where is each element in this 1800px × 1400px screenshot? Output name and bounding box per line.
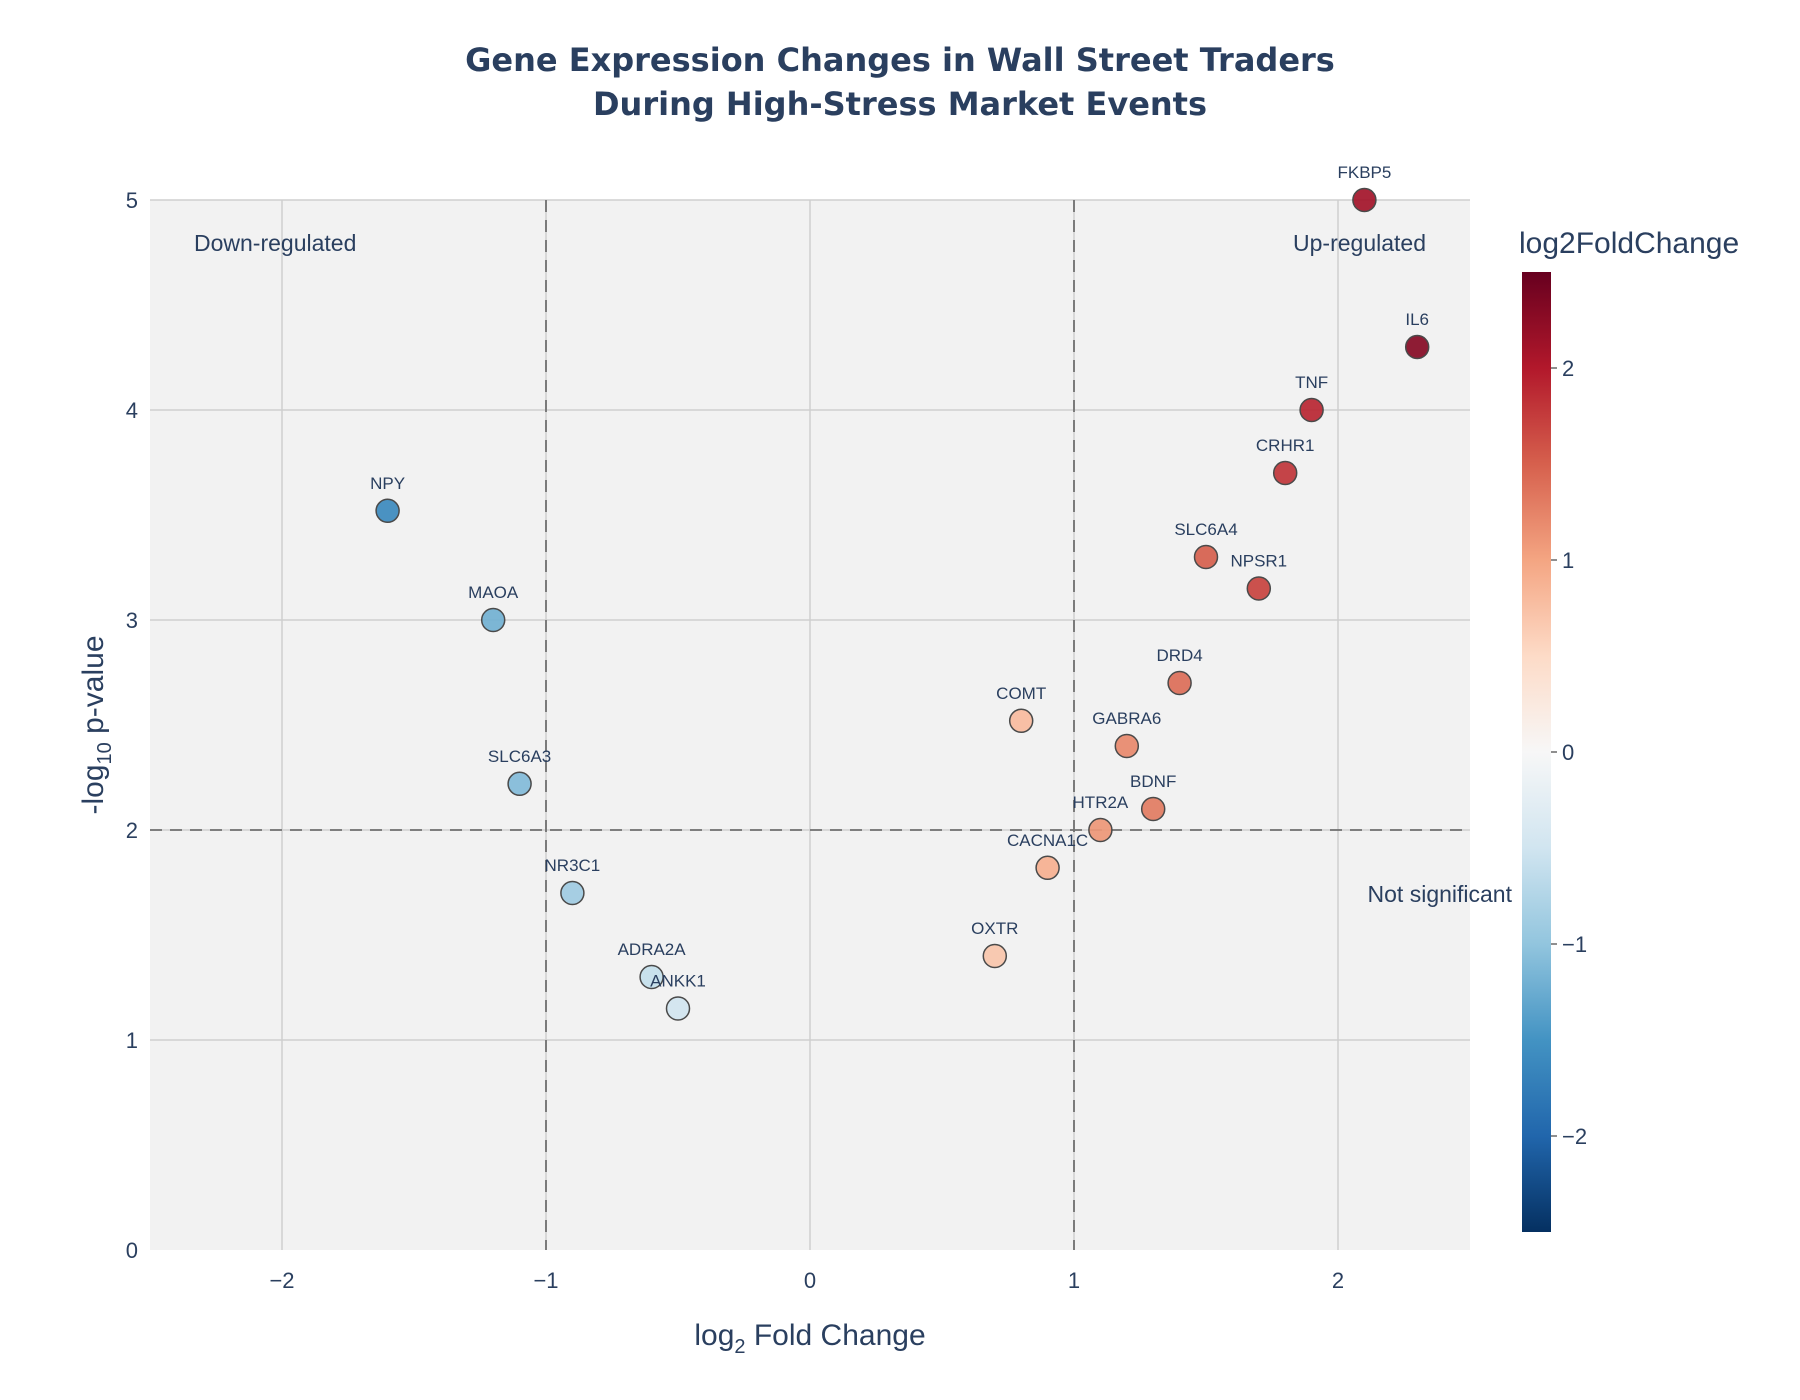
- colorbar-tick-label: −2: [1562, 1124, 1587, 1149]
- x-axis-ticks: −2 −1 0 1 2: [269, 1268, 1344, 1293]
- point-label-cacna1c: CACNA1C: [1007, 831, 1088, 850]
- data-point-maoa: [480, 607, 506, 633]
- y-axis-title: -log10 p-value: [77, 635, 116, 814]
- data-point-oxtr: [982, 943, 1008, 969]
- y-axis-ticks: 0 1 2 3 4 5: [126, 188, 138, 1263]
- y-tick-label: 5: [126, 188, 138, 213]
- colorbar-tick-label: 0: [1562, 740, 1574, 765]
- data-point-npy: [375, 498, 400, 524]
- data-point-npsr1: [1246, 576, 1272, 601]
- y-tick-label: 4: [126, 398, 138, 423]
- chart-title-line-1: Gene Expression Changes in Wall Street T…: [465, 41, 1335, 79]
- point-label-bdnf: BDNF: [1130, 772, 1176, 791]
- point-label-comt: COMT: [996, 684, 1046, 703]
- x-tick-label: −1: [533, 1268, 558, 1293]
- chart-title: Gene Expression Changes in Wall Street T…: [0, 38, 1800, 126]
- data-point-comt: [1008, 708, 1034, 734]
- colorbar-title: log2FoldChange: [1519, 227, 1739, 260]
- y-tick-label: 2: [126, 818, 138, 843]
- point-label-maoa: MAOA: [468, 583, 519, 602]
- data-point-htr2a: [1088, 817, 1113, 843]
- point-label-gabra6: GABRA6: [1092, 709, 1161, 728]
- point-label-nr3c1: NR3C1: [545, 856, 601, 875]
- point-label-htr2a: HTR2A: [1073, 793, 1129, 812]
- data-point-il6: [1404, 334, 1430, 360]
- point-label-crhr1: CRHR1: [1256, 436, 1315, 455]
- data-point-ankk1: [665, 996, 691, 1021]
- point-labels: FKBP5 IL6 TNF CRHR1 SLC6A4 NPSR1 DRD4 COMT GABRA…: [370, 163, 1429, 991]
- data-point-slc6a3: [507, 771, 532, 797]
- data-point-slc6a4: [1193, 544, 1219, 570]
- x-axis-title: log2 Fold Change: [694, 1319, 925, 1358]
- point-label-adra2a: ADRA2A: [618, 940, 687, 959]
- data-point-cacna1c: [1035, 855, 1060, 881]
- point-label-npy: NPY: [370, 474, 405, 493]
- data-point-adra2a: [639, 964, 664, 990]
- colorbar-tick-label: 1: [1562, 548, 1574, 573]
- threshold-lines: [150, 200, 1470, 1250]
- annotation-down-regulated: Down-regulated: [194, 230, 356, 256]
- x-tick-label: −2: [269, 1268, 294, 1293]
- annotation-up-regulated: Up-regulated: [1293, 230, 1426, 256]
- data-point-drd4: [1167, 670, 1192, 696]
- data-point-tnf: [1299, 397, 1324, 423]
- colorbar: [1522, 272, 1551, 1232]
- point-label-il6: IL6: [1405, 310, 1429, 329]
- data-point-crhr1: [1272, 460, 1298, 486]
- point-label-ankk1: ANKK1: [650, 972, 706, 991]
- data-point-gabra6: [1114, 733, 1140, 759]
- annotation-not-significant: Not significant: [1368, 881, 1513, 907]
- point-label-npsr1: NPSR1: [1230, 552, 1287, 571]
- x-tick-label: 2: [1332, 1268, 1344, 1293]
- data-points: [375, 187, 1430, 1021]
- data-point-fkbp5: [1352, 187, 1377, 213]
- point-label-fkbp5: FKBP5: [1337, 163, 1391, 182]
- y-tick-label: 3: [126, 608, 138, 633]
- y-tick-label: 1: [126, 1028, 138, 1053]
- y-tick-label: 0: [126, 1238, 138, 1263]
- point-label-oxtr: OXTR: [971, 919, 1018, 938]
- x-tick-label: 1: [1068, 1268, 1080, 1293]
- colorbar-tick-label: 2: [1562, 356, 1574, 381]
- colorbar-ticks: −2 −1 0 1 2: [1551, 356, 1587, 1149]
- data-point-nr3c1: [560, 880, 585, 906]
- colorbar-tick-label: −1: [1562, 932, 1587, 957]
- point-label-slc6a3: SLC6A3: [488, 747, 551, 766]
- point-label-drd4: DRD4: [1156, 646, 1202, 665]
- chart-title-line-2: During High-Stress Market Events: [592, 85, 1208, 123]
- point-label-slc6a4: SLC6A4: [1174, 520, 1237, 539]
- point-label-tnf: TNF: [1295, 373, 1328, 392]
- x-tick-label: 0: [804, 1268, 816, 1293]
- data-point-bdnf: [1140, 796, 1166, 822]
